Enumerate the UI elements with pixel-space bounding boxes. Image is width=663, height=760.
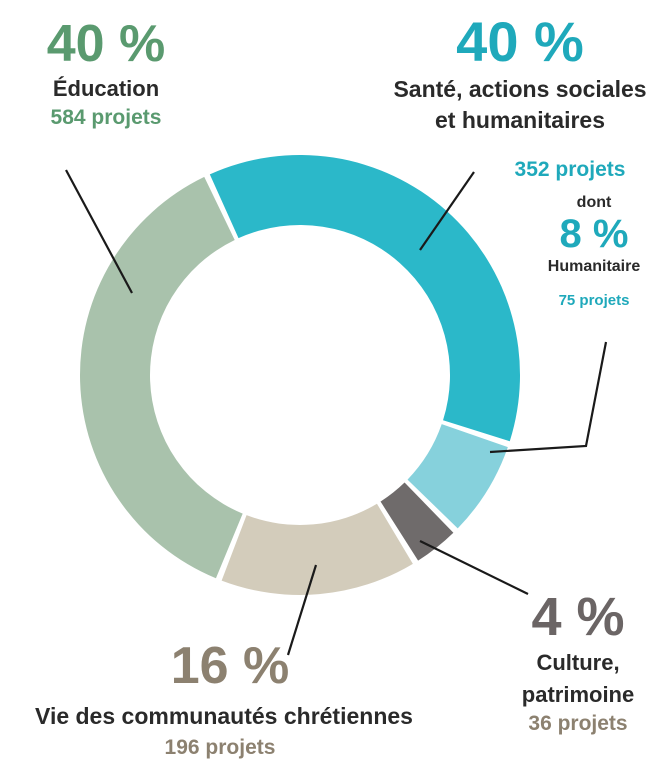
education-name: Éducation	[52, 76, 160, 101]
sante-name-line1: Santé, actions sociales	[393, 76, 647, 102]
slice-humanitaire	[407, 424, 508, 529]
label-education: 40 % Éducation 584 projets	[0, 18, 212, 130]
humanitaire-count: 75 projets	[558, 292, 630, 309]
humanitaire-prefix: dont	[576, 194, 612, 211]
culture-name-line2: patrimoine	[521, 682, 635, 707]
sante-name-line2: et humanitaires	[435, 107, 605, 133]
culture-name-line1: Culture,	[536, 650, 620, 675]
leader-line-vie	[286, 564, 318, 656]
label-culture: 4 % Culture, patrimoine 36 projets	[498, 590, 658, 736]
leader-line-education	[65, 169, 133, 294]
slice-sante	[209, 154, 520, 442]
leader-line-sante	[419, 171, 475, 251]
slice-vie	[221, 503, 413, 595]
label-sante: 40 % Santé, actions sociales et humanita…	[375, 14, 663, 134]
leader-line-culture	[419, 540, 529, 595]
slice-education	[80, 176, 243, 579]
leader-line-humanitaire	[489, 341, 608, 454]
vie-percent: 16 %	[170, 637, 290, 695]
humanitaire-percent: 8 %	[559, 212, 629, 256]
sante-percent: 40 %	[456, 10, 584, 73]
education-count: 584 projets	[50, 106, 162, 129]
humanitaire-name: Humanitaire	[547, 258, 641, 275]
culture-count: 36 projets	[528, 712, 628, 735]
label-humanitaire: dont 8 % Humanitaire 75 projets	[525, 194, 663, 309]
slice-culture	[380, 482, 454, 561]
education-percent: 40 %	[46, 15, 166, 73]
vie-count: 196 projets	[164, 736, 276, 759]
vie-name: Vie des communautés chrétiennes	[35, 703, 413, 729]
leader-lines	[65, 169, 608, 656]
donut-slices	[80, 154, 520, 595]
donut-hole	[151, 226, 449, 524]
culture-percent: 4 %	[531, 587, 625, 647]
sante-count: 352 projets	[514, 158, 626, 181]
